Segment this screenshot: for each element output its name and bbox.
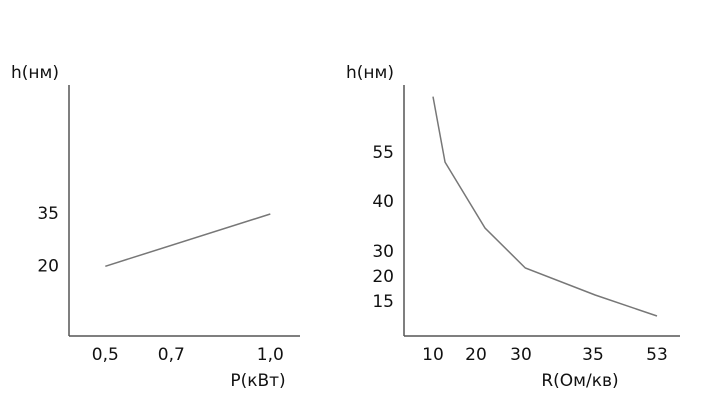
x-tick-label: 0,7 <box>158 345 185 365</box>
x-tick-label: 35 <box>582 345 604 365</box>
y-axis-label: h(нм) <box>346 63 394 83</box>
x-axis-label: P(кВт) <box>230 371 285 391</box>
data-line <box>432 96 658 317</box>
y-tick-label: 15 <box>372 292 394 312</box>
x-axis-label: R(Ом/кв) <box>541 371 618 391</box>
y-tick-label: 20 <box>37 256 59 276</box>
x-tick-label: 53 <box>646 345 668 365</box>
x-tick-label: 0,5 <box>92 345 119 365</box>
y-tick-label: 20 <box>372 267 394 287</box>
data-line <box>105 213 271 267</box>
y-tick-label: 40 <box>372 192 394 212</box>
x-tick-label: 10 <box>422 345 444 365</box>
y-tick-label: 35 <box>37 204 59 224</box>
x-tick-label: 1,0 <box>257 345 284 365</box>
x-tick-label: 30 <box>510 345 532 365</box>
x-tick-label: 20 <box>465 345 487 365</box>
y-tick-label: 30 <box>372 242 394 262</box>
y-tick-label: 55 <box>372 143 394 163</box>
y-axis-label: h(нм) <box>11 63 59 83</box>
